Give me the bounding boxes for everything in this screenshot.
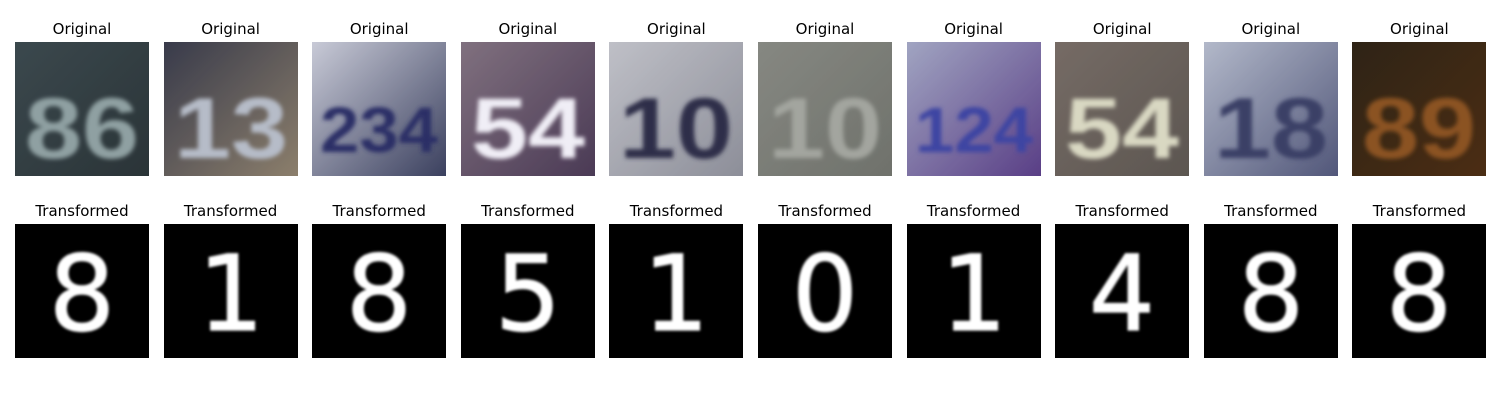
transformed-digit-image: 5 xyxy=(460,224,595,358)
panel-title: Transformed xyxy=(1372,202,1467,220)
transformed-digit-image: 1 xyxy=(609,224,744,358)
panel-title: Transformed xyxy=(778,202,872,220)
svg-text:8: 8 xyxy=(49,233,115,355)
original-digit-image: 54 xyxy=(460,42,595,176)
transformed-digit-image: 8 xyxy=(1203,224,1338,358)
svg-text:124: 124 xyxy=(915,94,1033,166)
original-digit-image: 10 xyxy=(609,42,744,176)
svg-text:8: 8 xyxy=(1386,233,1452,355)
original-digit-image: 124 xyxy=(906,42,1041,176)
svg-text:86: 86 xyxy=(25,81,139,176)
svg-text:1: 1 xyxy=(643,233,709,355)
transformed-digit-image: 4 xyxy=(1055,224,1190,358)
original-digit-image: 18 xyxy=(1203,42,1338,176)
svg-text:54: 54 xyxy=(1065,81,1179,176)
panel-title: Transformed xyxy=(926,202,1021,220)
panel-title: Transformed xyxy=(1224,202,1318,220)
panel-title: Original xyxy=(1241,20,1301,38)
original-digit-image: 10 xyxy=(758,42,892,176)
transformed-digit-image: 8 xyxy=(15,224,149,358)
panel-title: Original xyxy=(944,20,1003,38)
original-digit-image: 13 xyxy=(163,42,298,176)
panel-title: Transformed xyxy=(183,202,278,220)
svg-text:5: 5 xyxy=(495,233,561,355)
panel-title: Original xyxy=(1390,20,1449,38)
svg-text:18: 18 xyxy=(1214,81,1328,176)
svg-text:1: 1 xyxy=(198,233,264,355)
original-row: Original 86 Original xyxy=(15,18,1487,200)
transformed-digit-image: 1 xyxy=(906,224,1041,358)
panel-title: Original xyxy=(647,20,706,38)
svg-text:10: 10 xyxy=(619,81,733,176)
svg-text:234: 234 xyxy=(320,94,438,166)
panel-title: Original xyxy=(349,20,409,38)
original-digit-image: 89 xyxy=(1352,42,1487,176)
panel-title: Original xyxy=(52,20,112,38)
panel-title: Transformed xyxy=(35,202,129,220)
svg-text:8: 8 xyxy=(346,233,412,355)
original-digit-image: 86 xyxy=(15,42,149,176)
svg-text:0: 0 xyxy=(792,233,858,355)
svg-text:54: 54 xyxy=(471,81,585,176)
transformed-row: Transformed 8 Transformed 1 Transformed xyxy=(15,200,1487,382)
transformed-digit-image: 0 xyxy=(758,224,892,358)
svg-text:13: 13 xyxy=(174,81,288,176)
panel-title: Original xyxy=(795,20,855,38)
svg-text:1: 1 xyxy=(941,233,1007,355)
panel-title: Transformed xyxy=(481,202,575,220)
panel-title: Transformed xyxy=(332,202,426,220)
panel-title: Original xyxy=(1092,20,1152,38)
panel-title: Transformed xyxy=(629,202,724,220)
svg-text:89: 89 xyxy=(1362,81,1476,176)
svg-text:10: 10 xyxy=(768,81,882,176)
original-digit-image: 54 xyxy=(1055,42,1190,176)
svg-text:4: 4 xyxy=(1089,233,1155,355)
transformed-digit-image: 8 xyxy=(1352,224,1487,358)
panel-title: Original xyxy=(498,20,558,38)
transformed-digit-image: 8 xyxy=(312,224,447,358)
transformed-digit-image: 1 xyxy=(163,224,298,358)
panel-title: Transformed xyxy=(1075,202,1169,220)
original-digit-image: 234 xyxy=(312,42,447,176)
svg-text:8: 8 xyxy=(1238,233,1304,355)
panel-title: Original xyxy=(201,20,260,38)
image-grid: Original 86 Original xyxy=(15,18,1487,382)
